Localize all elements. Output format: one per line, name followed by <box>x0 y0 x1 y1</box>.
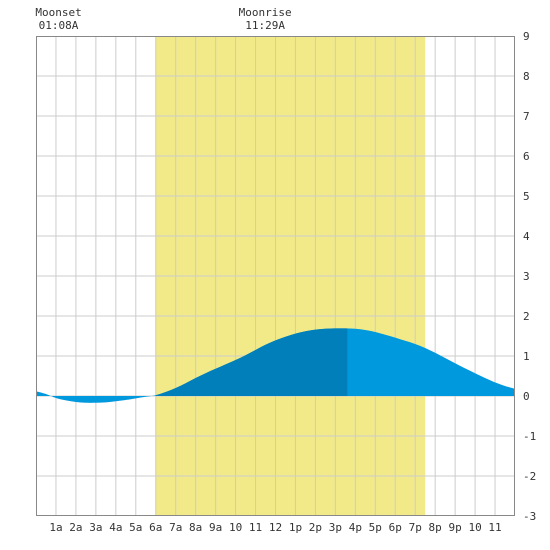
x-tick-label: 9p <box>449 521 462 534</box>
x-tick-label: 4p <box>349 521 362 534</box>
y-tick-label: -3 <box>523 510 536 523</box>
y-tick-label: 0 <box>523 390 530 403</box>
x-tick-label: 6a <box>149 521 162 534</box>
x-axis-ticks: 1a 2a 3a 4a 5a 6a 7a 8a 9a 10 11 12 1p 2p 3p 4p 5p 6p 7p 8p… <box>49 521 501 534</box>
x-tick-label: 8p <box>429 521 442 534</box>
x-tick-label: 7a <box>169 521 182 534</box>
moon-event-label: Moonset <box>35 6 81 19</box>
moon-event-time: 11:29A <box>245 19 285 32</box>
x-tick-label: 3p <box>329 521 342 534</box>
x-tick-label: 10 <box>468 521 481 534</box>
x-tick-label: 1p <box>289 521 302 534</box>
y-tick-label: 8 <box>523 70 530 83</box>
x-tick-label: 1a <box>49 521 62 534</box>
x-tick-label: 7p <box>409 521 422 534</box>
plot-frame <box>36 36 515 516</box>
x-tick-label: 9a <box>209 521 222 534</box>
x-tick-label: 5p <box>369 521 382 534</box>
x-tick-label: 2p <box>309 521 322 534</box>
y-tick-label: 6 <box>523 150 530 163</box>
y-tick-label: 7 <box>523 110 530 123</box>
x-tick-label: 6p <box>389 521 402 534</box>
plot-border <box>36 36 515 516</box>
y-tick-label: 9 <box>523 30 530 43</box>
x-tick-label: 11 <box>488 521 501 534</box>
x-tick-label: 4a <box>109 521 122 534</box>
y-axis-ticks: -3 -2 -1 0 1 2 3 4 5 6 7 8 9 <box>523 30 536 523</box>
x-tick-label: 5a <box>129 521 142 534</box>
y-tick-label: 4 <box>523 230 530 243</box>
x-tick-label: 11 <box>249 521 262 534</box>
moon-event-label: Moonrise <box>239 6 292 19</box>
y-tick-label: -1 <box>523 430 536 443</box>
y-tick-label: 5 <box>523 190 530 203</box>
x-tick-label: 8a <box>189 521 202 534</box>
x-tick-label: 12 <box>269 521 282 534</box>
y-tick-label: 1 <box>523 350 530 363</box>
x-tick-label: 2a <box>69 521 82 534</box>
grid-lines <box>36 36 515 516</box>
y-tick-label: -2 <box>523 470 536 483</box>
x-tick-label: 10 <box>229 521 242 534</box>
y-tick-label: 3 <box>523 270 530 283</box>
x-tick-label: 3a <box>89 521 102 534</box>
tide-series-highlight <box>155 328 348 396</box>
tide-area <box>36 328 515 403</box>
y-tick-label: 2 <box>523 310 530 323</box>
moon-event-time: 01:08A <box>39 19 79 32</box>
